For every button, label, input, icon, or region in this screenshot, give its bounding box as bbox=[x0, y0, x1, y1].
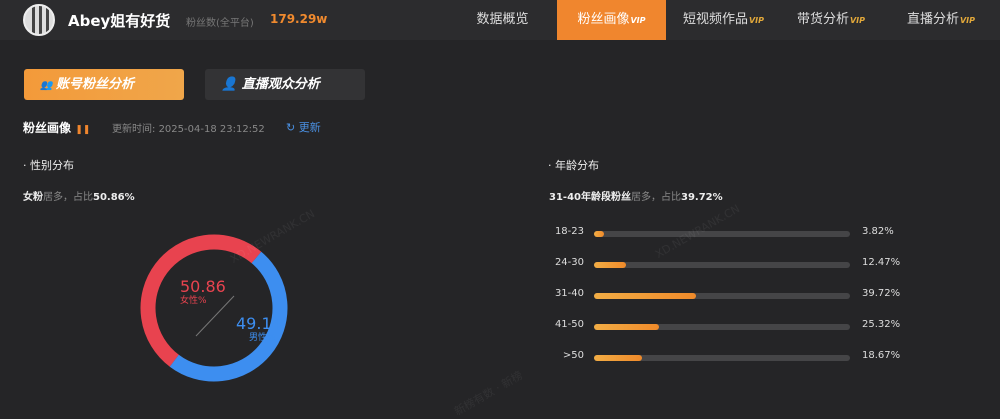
age-title: · 年龄分布 bbox=[548, 159, 599, 172]
age-value: 39.72% bbox=[862, 288, 901, 299]
age-bar-track bbox=[594, 324, 850, 330]
age-label: 41-50 bbox=[554, 319, 584, 330]
age-bar-track bbox=[594, 262, 850, 268]
section-title: 粉丝画像 ❚❚ bbox=[23, 121, 91, 135]
button-label: 账号粉丝分析 bbox=[55, 77, 134, 92]
tab-fans-profile[interactable]: 粉丝画像VIP bbox=[557, 0, 666, 40]
female-segment bbox=[140, 234, 288, 382]
age-label: >50 bbox=[562, 350, 584, 361]
age-note: 31-40年龄段粉丝居多，占比39.72% bbox=[549, 192, 723, 203]
age-bar-track bbox=[594, 355, 850, 361]
age-value: 25.32% bbox=[862, 319, 901, 330]
top-header: Abey姐有好货 粉丝数(全平台) 179.29w 数据概览 粉丝画像VIP 短… bbox=[0, 0, 1000, 40]
fans-value: 179.29w bbox=[270, 12, 328, 26]
age-bar-fill bbox=[594, 262, 626, 268]
watermark: 新榜有数 · 新榜 bbox=[452, 368, 525, 419]
female-value: 50.86 bbox=[180, 277, 226, 296]
tab-overview[interactable]: 数据概览 bbox=[470, 0, 535, 40]
age-bar-fill bbox=[594, 355, 642, 361]
male-label: 男性% bbox=[249, 331, 276, 343]
age-value: 18.67% bbox=[862, 350, 901, 361]
tab-label: 数据概览 bbox=[476, 12, 529, 27]
vip-badge: VIP bbox=[849, 16, 866, 25]
live-audience-analysis-button[interactable]: 👤 直播观众分析 bbox=[205, 69, 365, 100]
gender-donut-chart: 50.86 女性% 49.14 男性% bbox=[140, 234, 288, 382]
tab-sales[interactable]: 带货分析VIP bbox=[790, 0, 872, 40]
refresh-button[interactable]: ↻ 更新 bbox=[286, 121, 321, 134]
tab-label: 粉丝画像 bbox=[577, 12, 630, 27]
tab-short-videos[interactable]: 短视频作品VIP bbox=[676, 0, 771, 40]
tab-live[interactable]: 直播分析VIP bbox=[900, 0, 982, 40]
age-bar-track bbox=[594, 231, 850, 237]
tab-label: 短视频作品 bbox=[682, 12, 748, 27]
vip-badge: VIP bbox=[630, 16, 646, 25]
gender-title: · 性别分布 bbox=[23, 159, 74, 172]
people-icon: 👥 bbox=[40, 80, 56, 91]
tab-label: 直播分析 bbox=[906, 12, 959, 27]
tab-label: 带货分析 bbox=[796, 12, 849, 27]
age-bar-fill bbox=[594, 324, 659, 330]
gender-note: 女粉居多，占比50.86% bbox=[23, 192, 135, 203]
refresh-icon: ↻ bbox=[286, 121, 296, 134]
bars-icon: ❚❚ bbox=[75, 125, 91, 135]
female-label: 女性% bbox=[180, 294, 207, 306]
button-label: 直播观众分析 bbox=[241, 77, 320, 92]
account-name: Abey姐有好货 bbox=[68, 12, 171, 30]
age-bar-fill bbox=[594, 293, 696, 299]
fans-label: 粉丝数(全平台) bbox=[186, 18, 254, 29]
age-bar-track bbox=[594, 293, 850, 299]
age-label: 24-30 bbox=[554, 257, 584, 268]
age-bar-fill bbox=[594, 231, 604, 237]
age-label: 18-23 bbox=[554, 226, 584, 237]
update-time: 更新时间: 2025-04-18 23:12:52 bbox=[112, 124, 265, 135]
vip-badge: VIP bbox=[959, 16, 976, 25]
age-value: 3.82% bbox=[862, 226, 894, 237]
user-icon: 👤 bbox=[221, 77, 242, 92]
male-value: 49.14 bbox=[236, 314, 282, 333]
male-segment bbox=[140, 234, 288, 382]
age-value: 12.47% bbox=[862, 257, 901, 268]
divider-line bbox=[195, 295, 235, 337]
vip-badge: VIP bbox=[748, 16, 765, 25]
age-label: 31-40 bbox=[554, 288, 584, 299]
avatar[interactable] bbox=[23, 4, 55, 36]
account-fans-analysis-button[interactable]: 👥 账号粉丝分析 bbox=[24, 69, 184, 100]
